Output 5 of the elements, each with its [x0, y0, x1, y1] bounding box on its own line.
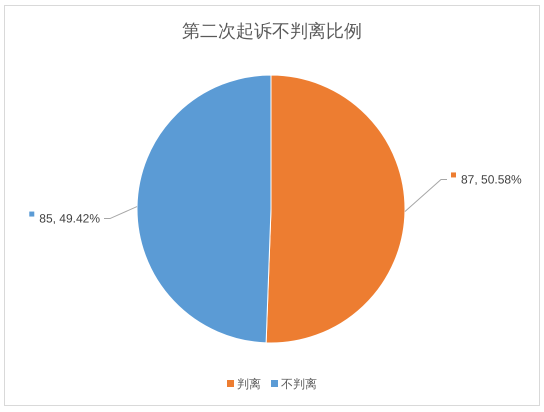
data-label: 87, 50.58% — [461, 172, 522, 186]
legend-label: 判离 — [237, 377, 261, 391]
data-label: 85, 49.42% — [39, 212, 100, 226]
legend-label: 不判离 — [281, 377, 317, 391]
chart-title: 第二次起诉不判离比例 — [182, 21, 362, 41]
